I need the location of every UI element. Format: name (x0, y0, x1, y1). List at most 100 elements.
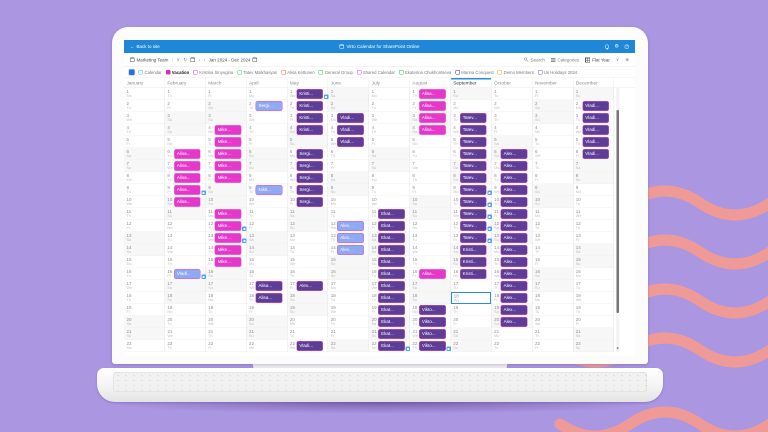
day-cell[interactable]: 2 Fr (409, 100, 451, 112)
event-chip[interactable]: Alisa... (173, 161, 201, 171)
day-cell[interactable]: 7 Su (369, 160, 410, 172)
day-cell[interactable]: 1 Mo (124, 88, 165, 100)
event-chip[interactable]: Alisa... (255, 281, 283, 291)
event-chip[interactable]: Vladi... (296, 341, 324, 351)
day-cell[interactable]: 6 Tu (164, 148, 206, 160)
day-cell[interactable]: 2 Tu (246, 100, 287, 112)
day-cell[interactable]: 18 Th (369, 292, 410, 304)
event-chip[interactable]: Ekat... (378, 245, 405, 255)
vertical-scrollbar-thumb[interactable] (616, 110, 619, 313)
day-cell[interactable]: 1 Sa (328, 88, 369, 100)
day-cell[interactable]: 13 Sa (124, 232, 165, 244)
day-cell[interactable]: 5 Tu (205, 136, 247, 148)
day-cell[interactable]: 19 Tu (532, 304, 573, 316)
day-cell[interactable]: 5 Mo (164, 136, 206, 148)
day-cell[interactable]: 16 Mo (450, 268, 492, 280)
month-header[interactable]: May (287, 78, 329, 88)
day-cell[interactable]: 15 Fr (532, 256, 573, 268)
day-cell[interactable]: 2 Su (328, 100, 369, 112)
day-cell[interactable]: 17 Tu (573, 280, 614, 292)
day-cell[interactable]: 12 Tu (532, 220, 573, 232)
legend-item[interactable]: Shared Calendar (356, 70, 395, 75)
day-cell[interactable]: 11 We (573, 208, 614, 220)
day-cell[interactable]: 12 Tu (205, 220, 247, 232)
select-all-checkbox[interactable] (129, 69, 135, 75)
gear-icon[interactable]: ⚙ (614, 43, 619, 49)
day-cell[interactable]: 6 Mo (287, 148, 328, 160)
day-cell[interactable]: 7 Tu (287, 160, 328, 172)
day-cell[interactable]: 16 Sa (205, 268, 247, 280)
team-dropdown-caret-icon[interactable]: ∨ (176, 57, 180, 62)
day-cell[interactable]: 20 Th (328, 316, 369, 328)
day-cell[interactable]: 6 Fr (450, 148, 492, 160)
day-cell[interactable]: 3 Su (205, 112, 247, 124)
event-chip[interactable]: Tatev... (459, 185, 487, 195)
event-chip[interactable]: Mike... (214, 233, 242, 243)
event-chip[interactable]: Alisa... (173, 149, 201, 159)
event-chip[interactable]: Tatev... (459, 197, 487, 207)
day-cell[interactable]: 20 We (532, 316, 573, 328)
event-chip[interactable]: Mike... (214, 137, 242, 147)
event-chip[interactable]: Alex... (337, 221, 365, 231)
event-chip[interactable]: Vladi... (337, 113, 365, 123)
day-cell[interactable]: 11 Mo (205, 208, 247, 220)
day-cell[interactable]: 16 Mo (573, 268, 614, 280)
event-chip[interactable]: Alex... (500, 173, 528, 183)
day-cell[interactable]: 14 We (164, 244, 206, 256)
day-cell[interactable]: 11 Fr (491, 208, 532, 220)
day-cell[interactable]: 15 Mo (369, 256, 410, 268)
day-cell[interactable]: 6 Sa (369, 148, 410, 160)
day-cell[interactable]: 2 Fr (164, 100, 206, 112)
day-cell[interactable]: 10 We (246, 196, 287, 208)
day-cell[interactable]: 1 Mo (246, 88, 287, 100)
event-chip[interactable]: Tatev... (459, 125, 487, 135)
event-chip[interactable]: Sergi... (296, 161, 324, 171)
day-cell[interactable]: 4 Th (369, 124, 410, 136)
day-cell[interactable]: 22 Fr (532, 340, 573, 352)
day-cell[interactable]: 21 Su (124, 328, 165, 340)
day-cell[interactable]: 16 Fr (409, 268, 451, 280)
day-cell[interactable]: 22 Fr (205, 340, 247, 352)
day-cell[interactable]: 13 Fr (573, 232, 614, 244)
event-chip[interactable]: Alex... (500, 293, 528, 303)
month-header[interactable]: March (206, 78, 247, 88)
day-cell[interactable]: 8 Th (409, 172, 451, 184)
day-cell[interactable]: 22 Th (164, 340, 206, 352)
day-cell[interactable]: 8 Fr (532, 172, 573, 184)
day-cell[interactable]: 7 Mo (491, 160, 532, 172)
day-cell[interactable]: 12 Fr (369, 220, 410, 232)
day-cell[interactable]: 1 We (287, 88, 328, 100)
event-chip[interactable]: Alex... (500, 257, 528, 267)
expand-move-icon[interactable]: ⊕ (625, 57, 629, 62)
event-chip[interactable]: Vladi... (582, 113, 610, 123)
prev-period-button[interactable]: ‹ (198, 57, 201, 63)
day-cell[interactable]: 16 Tu (369, 268, 410, 280)
day-cell[interactable]: 8 Fr (205, 172, 247, 184)
day-cell[interactable]: 10 We (369, 196, 410, 208)
day-cell[interactable]: 3 Fr (287, 112, 328, 124)
day-cell[interactable]: 8 Th (164, 172, 206, 184)
day-cell[interactable]: 6 Sa (124, 148, 165, 160)
event-chip[interactable]: Tatev... (459, 233, 487, 243)
day-cell[interactable]: 15 Sa (328, 256, 369, 268)
day-cell[interactable]: 5 Fr (124, 136, 165, 148)
event-chip[interactable]: Mike... (214, 149, 242, 159)
day-cell[interactable]: 19 Su (287, 304, 328, 316)
event-chip[interactable]: Alex... (337, 245, 365, 255)
day-cell[interactable]: 7 Th (532, 160, 573, 172)
day-cell[interactable]: 15 Fr (205, 256, 247, 268)
legend-item[interactable]: Tatev Malkhasyan (237, 70, 277, 75)
day-cell[interactable]: 16 Fr (164, 268, 206, 280)
event-chip[interactable]: Alex... (500, 281, 528, 291)
day-cell[interactable]: 17 Tu (450, 280, 492, 292)
day-cell[interactable]: 3 Su (532, 112, 573, 124)
day-cell[interactable]: 11 We (450, 208, 492, 220)
day-cell[interactable]: 16 Tu (124, 268, 165, 280)
search-box[interactable]: Search (524, 57, 545, 62)
day-cell[interactable]: 8 We (287, 172, 328, 184)
day-cell[interactable]: 17 Th (491, 280, 532, 292)
day-cell[interactable]: 1 Su (450, 88, 492, 100)
event-chip[interactable]: Alex... (500, 305, 528, 315)
event-chip[interactable]: Kristi... (459, 245, 487, 255)
day-cell[interactable]: 3 We (246, 112, 287, 124)
